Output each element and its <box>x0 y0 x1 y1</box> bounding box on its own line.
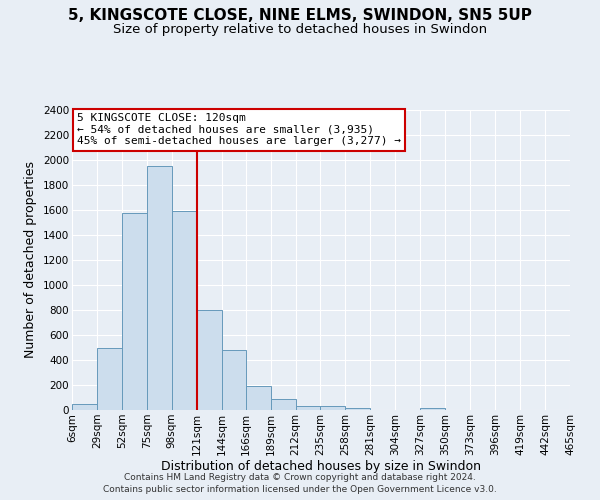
Bar <box>320 406 346 410</box>
Bar <box>197 310 222 410</box>
Text: 5 KINGSCOTE CLOSE: 120sqm
← 54% of detached houses are smaller (3,935)
45% of se: 5 KINGSCOTE CLOSE: 120sqm ← 54% of detac… <box>77 113 401 146</box>
Bar <box>172 211 197 410</box>
Bar <box>271 399 296 410</box>
Bar <box>147 166 172 410</box>
Bar <box>122 213 147 410</box>
Bar <box>245 386 271 410</box>
Bar <box>346 408 370 410</box>
Bar <box>296 406 320 410</box>
Y-axis label: Number of detached properties: Number of detached properties <box>25 162 37 358</box>
Text: Contains public sector information licensed under the Open Government Licence v3: Contains public sector information licen… <box>103 485 497 494</box>
Bar <box>97 348 122 410</box>
Bar <box>72 404 97 410</box>
Text: Size of property relative to detached houses in Swindon: Size of property relative to detached ho… <box>113 22 487 36</box>
X-axis label: Distribution of detached houses by size in Swindon: Distribution of detached houses by size … <box>161 460 481 473</box>
Bar <box>222 350 245 410</box>
Text: Contains HM Land Registry data © Crown copyright and database right 2024.: Contains HM Land Registry data © Crown c… <box>124 472 476 482</box>
Text: 5, KINGSCOTE CLOSE, NINE ELMS, SWINDON, SN5 5UP: 5, KINGSCOTE CLOSE, NINE ELMS, SWINDON, … <box>68 8 532 22</box>
Bar <box>420 408 445 410</box>
